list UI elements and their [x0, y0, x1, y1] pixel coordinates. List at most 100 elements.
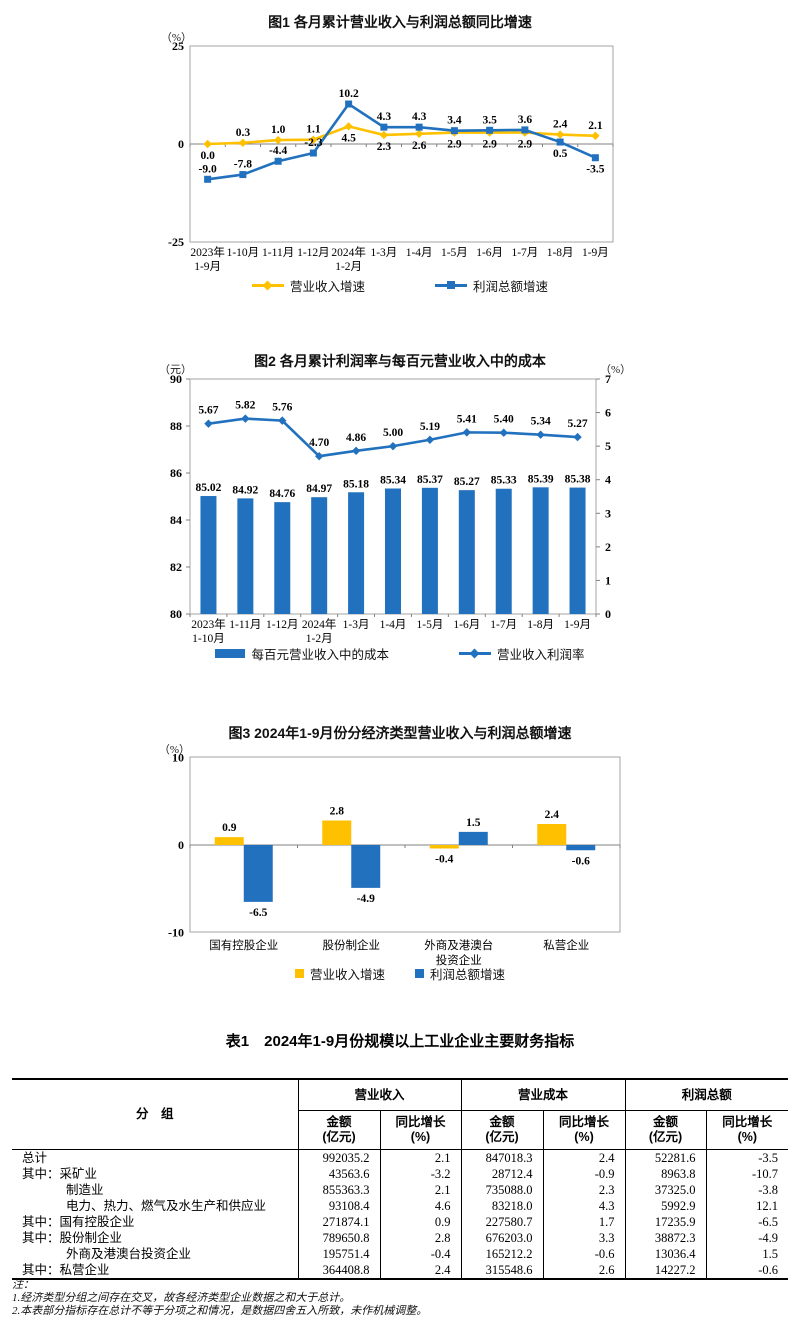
- svg-text:0.0: 0.0: [200, 150, 215, 162]
- row-value: 2.3: [542, 1182, 626, 1198]
- row-value: 3.3: [542, 1230, 626, 1246]
- legend-item-revenue-growth: 营业收入增速: [251, 276, 365, 295]
- figure3-legend: 营业收入增速 利润总额增速: [0, 964, 800, 983]
- cost-bar: [274, 502, 291, 614]
- legend-label: 利润总额增速: [430, 967, 506, 982]
- figure2-right-unit: （%）: [600, 364, 632, 376]
- svg-text:1-12月: 1-12月: [266, 619, 299, 631]
- table-row: 总计 992035.2 2.1 847018.3 2.4 52281.6 -3.5: [12, 1149, 789, 1166]
- svg-text:5.34: 5.34: [531, 416, 551, 428]
- svg-text:私营企业: 私营企业: [543, 938, 589, 952]
- figure3-plot: 10 0 -10 国有控股企业 股份制企业 外商及港澳台投资企业 私营企业 0.9 2.8 -0.…: [168, 751, 621, 967]
- svg-text:3: 3: [605, 506, 611, 520]
- svg-text:85.02: 85.02: [196, 482, 222, 494]
- row-value: 2.1: [379, 1182, 462, 1198]
- col-header-profit: 利润总额: [624, 1079, 789, 1111]
- svg-text:2024年: 2024年: [331, 245, 366, 259]
- row-value: -0.4: [379, 1246, 462, 1262]
- svg-text:1-10月: 1-10月: [192, 633, 225, 645]
- notes-label: 注：: [12, 1279, 34, 1291]
- svg-text:2.9: 2.9: [447, 139, 462, 151]
- svg-text:85.39: 85.39: [528, 473, 554, 485]
- svg-text:2.3: 2.3: [377, 141, 392, 153]
- row-value: 83218.0: [460, 1198, 544, 1214]
- cost-bar: [495, 488, 512, 614]
- svg-text:1-12月: 1-12月: [297, 247, 330, 259]
- col-header-cost: 营业成本: [460, 1079, 626, 1111]
- legend-item-profit-growth: 利润总额增速: [415, 964, 505, 983]
- svg-text:3.6: 3.6: [518, 114, 533, 126]
- svg-text:85.34: 85.34: [380, 475, 406, 487]
- figure3-left-unit: （%）: [158, 744, 190, 756]
- row-value: -0.6: [705, 1262, 789, 1279]
- svg-text:2.1: 2.1: [588, 120, 603, 132]
- row-value: 13036.4: [624, 1246, 707, 1262]
- svg-text:2.4: 2.4: [545, 809, 560, 821]
- svg-text:1-4月: 1-4月: [406, 247, 433, 259]
- row-value: 1.5: [705, 1246, 789, 1262]
- row-value: 195751.4: [297, 1246, 380, 1262]
- table1-section: 表1 2024年1-9月份规模以上工业企业主要财务指标 分 组 营业收入 营业成…: [0, 1020, 800, 1326]
- svg-text:1.1: 1.1: [306, 124, 321, 136]
- row-value: 12.1: [705, 1198, 789, 1214]
- svg-text:2023年: 2023年: [190, 245, 225, 259]
- table-row: 电力、热力、燃气及水生产和供应业 93108.4 4.6 83218.0 4.3 5992…: [12, 1198, 789, 1214]
- svg-text:2024年: 2024年: [302, 617, 337, 631]
- svg-text:84: 84: [170, 513, 182, 527]
- row-value: 2.1: [379, 1149, 462, 1166]
- svg-text:10.2: 10.2: [339, 88, 359, 100]
- row-value: 992035.2: [297, 1149, 380, 1166]
- figure2-legend: 每百元营业收入中的成本 营业收入利润率: [0, 645, 800, 662]
- svg-text:2.9: 2.9: [518, 139, 533, 151]
- figure1-line-chart: 图1 各月累计营业收入与利润总额同比增速 （%） 25 0 -25 2023年 1-9月…: [0, 0, 800, 312]
- figure1-left-unit: （%）: [160, 32, 192, 44]
- svg-text:1-7月: 1-7月: [511, 247, 538, 259]
- row-value: -3.5: [705, 1149, 789, 1166]
- svg-text:1-9月: 1-9月: [194, 261, 221, 273]
- svg-text:85.33: 85.33: [491, 475, 517, 487]
- svg-text:-25: -25: [168, 235, 184, 249]
- svg-text:股份制企业: 股份制企业: [323, 938, 381, 952]
- row-value: 8963.8: [624, 1166, 707, 1182]
- svg-text:1-3月: 1-3月: [343, 619, 370, 631]
- cost-bar: [569, 487, 586, 614]
- svg-text:85.27: 85.27: [454, 476, 480, 488]
- figure1-legend: 营业收入增速 利润总额增速: [0, 276, 800, 295]
- row-value: 0.9: [379, 1214, 462, 1230]
- svg-text:1-9月: 1-9月: [564, 619, 591, 631]
- table1-notes: 注： 1.经济类型分组之间存在交叉，故各经济类型企业数据之和大于总计。 2.本表…: [12, 1279, 427, 1318]
- row-value: 735088.0: [460, 1182, 544, 1198]
- table1-title: 表1 2024年1-9月份规模以上工业企业主要财务指标: [225, 1033, 575, 1050]
- figure2-left-unit: （元）: [159, 364, 192, 376]
- svg-text:5.27: 5.27: [567, 418, 587, 430]
- cost-bar: [532, 487, 549, 614]
- cost-bar: [200, 496, 217, 614]
- 营业收入增速-bar: [322, 820, 352, 845]
- svg-text:0: 0: [605, 607, 611, 621]
- legend-item-revenue-growth: 营业收入增速: [294, 964, 385, 983]
- svg-text:2.9: 2.9: [482, 139, 497, 151]
- svg-text:5.76: 5.76: [272, 402, 292, 414]
- svg-text:1-11月: 1-11月: [262, 247, 294, 259]
- row-value: 28712.4: [460, 1166, 544, 1182]
- revenue-growth-line-swatch: [251, 280, 284, 290]
- row-label: 其中：国有控股企业: [22, 1215, 135, 1229]
- svg-text:-0.6: -0.6: [572, 855, 590, 867]
- svg-text:1-8月: 1-8月: [527, 619, 554, 631]
- svg-text:5.82: 5.82: [235, 400, 255, 412]
- row-value: 165212.2: [460, 1246, 544, 1262]
- svg-text:5.00: 5.00: [383, 427, 403, 439]
- svg-text:2: 2: [605, 540, 611, 554]
- svg-text:84.97: 84.97: [306, 483, 332, 495]
- row-value: 93108.4: [297, 1198, 380, 1214]
- row-value: 789650.8: [297, 1230, 380, 1246]
- row-value: 17235.9: [624, 1214, 707, 1230]
- row-label: 其中：股份制企业: [22, 1231, 123, 1245]
- figure3-grouped-bar-chart: 图3 2024年1-9月份分经济类型营业收入与利润总额增速 （%） 10 0 -10…: [0, 715, 800, 997]
- svg-text:5.19: 5.19: [420, 421, 440, 433]
- svg-text:85.38: 85.38: [565, 474, 591, 486]
- table-row: 其中：私营企业 364408.8 2.4 315548.6 2.6 14227.2 -0.6: [12, 1262, 789, 1279]
- svg-text:1-4月: 1-4月: [380, 619, 407, 631]
- row-value: 2.8: [379, 1230, 462, 1246]
- row-value: 14227.2: [624, 1262, 707, 1279]
